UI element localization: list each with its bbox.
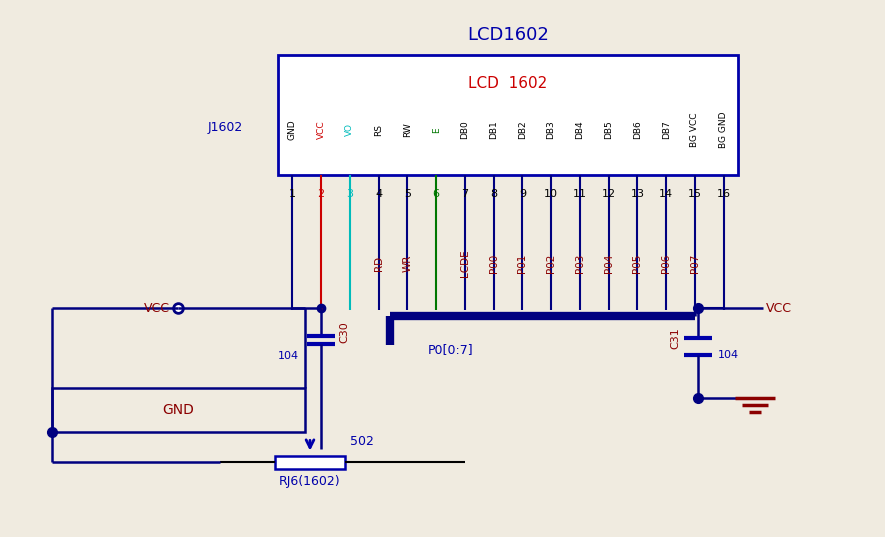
Text: LCD  1602: LCD 1602 bbox=[468, 76, 548, 91]
Text: P06: P06 bbox=[661, 253, 671, 273]
Text: 7: 7 bbox=[461, 189, 468, 199]
Text: LCDE: LCDE bbox=[460, 249, 470, 277]
Text: DB4: DB4 bbox=[575, 121, 584, 139]
Text: RS: RS bbox=[374, 124, 383, 136]
Text: P02: P02 bbox=[546, 253, 556, 273]
Text: 502: 502 bbox=[350, 435, 373, 448]
Text: DB3: DB3 bbox=[547, 121, 556, 140]
Text: 13: 13 bbox=[630, 189, 644, 199]
Text: DB7: DB7 bbox=[662, 121, 671, 140]
Text: J1602: J1602 bbox=[208, 121, 243, 134]
Text: DB5: DB5 bbox=[604, 121, 613, 140]
Text: LCD1602: LCD1602 bbox=[467, 26, 549, 44]
Text: 6: 6 bbox=[433, 189, 440, 199]
Text: VCC: VCC bbox=[144, 301, 170, 315]
Text: BG VCC: BG VCC bbox=[690, 113, 699, 147]
Text: 2: 2 bbox=[318, 189, 325, 199]
Text: 12: 12 bbox=[602, 189, 616, 199]
Bar bbox=[278, 55, 738, 175]
Text: P04: P04 bbox=[604, 253, 613, 273]
Text: RD: RD bbox=[373, 256, 383, 271]
Text: RW: RW bbox=[403, 122, 412, 137]
Text: 4: 4 bbox=[375, 189, 382, 199]
Text: 10: 10 bbox=[544, 189, 558, 199]
Text: P01: P01 bbox=[518, 253, 527, 273]
Text: 14: 14 bbox=[659, 189, 673, 199]
Text: 104: 104 bbox=[278, 351, 299, 361]
Text: P0[0:7]: P0[0:7] bbox=[428, 344, 473, 357]
Text: 3: 3 bbox=[346, 189, 353, 199]
Text: DB6: DB6 bbox=[633, 121, 642, 140]
Text: GND: GND bbox=[163, 403, 195, 417]
Text: 8: 8 bbox=[490, 189, 497, 199]
Text: 1: 1 bbox=[289, 189, 296, 199]
Text: 11: 11 bbox=[573, 189, 587, 199]
Text: DB1: DB1 bbox=[489, 121, 498, 140]
Text: VO: VO bbox=[345, 124, 354, 136]
Text: 104: 104 bbox=[718, 350, 739, 359]
Text: P05: P05 bbox=[633, 253, 643, 273]
Text: VCC: VCC bbox=[317, 121, 326, 139]
Text: C30: C30 bbox=[339, 321, 349, 343]
Text: GND: GND bbox=[288, 120, 296, 140]
Text: VCC: VCC bbox=[766, 301, 792, 315]
Text: 9: 9 bbox=[519, 189, 526, 199]
Text: P07: P07 bbox=[690, 253, 700, 273]
Text: 16: 16 bbox=[717, 189, 731, 199]
Bar bbox=[275, 455, 345, 468]
Text: 15: 15 bbox=[688, 189, 702, 199]
Text: WR: WR bbox=[403, 255, 412, 272]
Text: 5: 5 bbox=[404, 189, 411, 199]
Text: C31: C31 bbox=[670, 328, 680, 350]
Text: RJ6(1602): RJ6(1602) bbox=[279, 475, 341, 489]
Text: P00: P00 bbox=[489, 253, 498, 273]
Text: E: E bbox=[432, 127, 441, 133]
Text: P03: P03 bbox=[575, 253, 585, 273]
Text: DB2: DB2 bbox=[518, 121, 527, 139]
Bar bbox=[52, 388, 305, 432]
Text: DB0: DB0 bbox=[460, 121, 469, 140]
Text: BG GND: BG GND bbox=[720, 112, 728, 148]
